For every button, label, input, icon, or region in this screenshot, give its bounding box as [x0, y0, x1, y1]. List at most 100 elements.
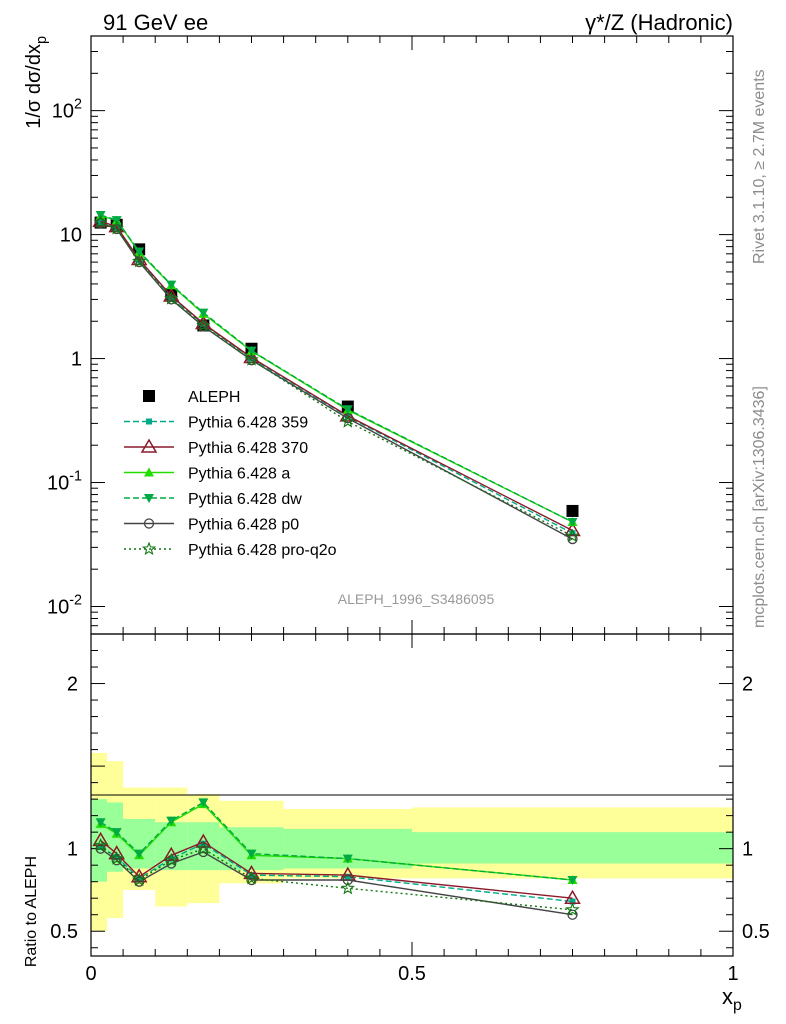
legend-label: Pythia 6.428 pro-q2o [188, 542, 337, 559]
ratio-point [136, 875, 143, 882]
main-point [567, 518, 578, 528]
ratio-y-ticks: 0.5 0.5 1 1 2 2 [50, 650, 770, 949]
main-series-line [100, 215, 573, 523]
main-point [93, 214, 108, 229]
main-y-tick-label: 10-1 [47, 469, 82, 495]
legend-entry: Pythia 6.428 370 [124, 438, 308, 457]
ratio-point [344, 873, 351, 880]
ratio-point [246, 849, 257, 859]
legend-entry: Pythia 6.428 dw [124, 491, 302, 508]
main-point [246, 355, 257, 366]
main-y-tick-label: 10 [60, 225, 82, 247]
main-point [111, 223, 122, 235]
main-series-pythia-6-428-370 [92, 212, 581, 537]
ratio-point [133, 876, 145, 887]
ratio-y-tick-label: 2 [67, 674, 78, 696]
ratio-band-inner [219, 827, 284, 871]
ratio-point [111, 855, 122, 866]
main-series-pythia-6-428-pro-q2o [93, 214, 580, 543]
ratio-point [567, 909, 578, 920]
legend-entry: Pythia 6.428 p0 [124, 517, 299, 534]
main-point [565, 528, 580, 543]
main-point [131, 253, 147, 268]
main-point [342, 405, 353, 415]
main-point [164, 291, 179, 305]
ratio-point [246, 874, 257, 886]
ratio-point [162, 846, 180, 862]
ratio-y-axis-label: Ratio to ALEPH [23, 856, 40, 967]
legend-marker [144, 467, 154, 477]
ratio-point [164, 852, 179, 867]
legend-entry: Pythia 6.428 pro-q2o [124, 541, 337, 559]
legend-label: Pythia 6.428 370 [188, 440, 308, 457]
main-y-tick-label: 102 [52, 97, 82, 123]
main-series [92, 210, 581, 545]
ratio-y-tick-label: 0.5 [50, 921, 78, 943]
ratio-point [567, 876, 578, 886]
ratio-point [342, 874, 353, 886]
main-y-axis-label: 1/σ dσ/dxp [23, 36, 50, 129]
main-series-line [100, 220, 573, 532]
main-series-line [100, 222, 573, 540]
legend-label: Pythia 6.428 p0 [188, 517, 299, 534]
main-point [246, 346, 257, 356]
ratio-bands [91, 752, 733, 932]
main-panel: ALEPH_1996_S3486095 10-2 10-1 1 10 102 ALEPH… [23, 35, 734, 635]
legend-label: Pythia 6.428 359 [188, 415, 308, 432]
x-axis-label: xp [722, 984, 742, 1014]
main-series-pythia-6-428-359 [97, 219, 576, 537]
main-y-tick-label: 10-2 [47, 592, 82, 618]
header-left: 91 GeV ee [103, 10, 208, 35]
legend-marker [144, 494, 154, 503]
main-point [196, 317, 211, 332]
watermark: ALEPH_1996_S3486095 [338, 591, 495, 607]
main-point [111, 216, 122, 226]
main-point [564, 522, 581, 537]
main-point [569, 530, 576, 537]
ratio-point [196, 841, 211, 855]
legend-marker [146, 418, 152, 425]
ratio-point [113, 853, 120, 860]
side-text-rivet: Rivet 3.1.10, ≥ 2.7M events [751, 69, 768, 264]
main-point [166, 294, 177, 305]
ratio-y-tick-label-right: 0.5 [742, 921, 770, 943]
legend-entry: Pythia 6.428 359 [124, 415, 308, 432]
legend-entry: Pythia 6.428 a [124, 466, 290, 483]
main-point [198, 308, 209, 318]
legend-marker [140, 438, 158, 453]
ratio-point [198, 846, 209, 858]
ratio-y-tick-label: 1 [67, 839, 78, 861]
x-tick-label: 0 [85, 963, 96, 985]
main-point [566, 504, 579, 517]
main-point [340, 414, 355, 428]
main-y-tick-label: 1 [71, 349, 82, 371]
ratio-series [92, 798, 581, 920]
legend-label: Pythia 6.428 a [188, 466, 290, 483]
side-text-mcplots: mcplots.cern.ch [arXiv:1306.3436] [751, 386, 768, 628]
ratio-point [342, 854, 353, 864]
main-point [95, 217, 106, 229]
ratio-point [198, 798, 209, 808]
legend-label: Pythia 6.428 dw [188, 491, 302, 508]
main-point [134, 247, 145, 257]
ratio-point [109, 851, 124, 865]
ratio-band-inner [412, 832, 733, 864]
header-right: γ*/Z (Hadronic) [585, 10, 733, 35]
main-point [567, 533, 578, 545]
legend-marker [143, 518, 155, 529]
ratio-point [166, 816, 177, 826]
main-point [244, 352, 259, 366]
legend-entry: ALEPH [143, 389, 240, 406]
ratio-y-tick-label-right: 2 [742, 674, 753, 696]
x-tick-label: 0.5 [398, 963, 426, 985]
ratio-panel: 0.5 0.51 12 2 0 0.5 1 Ratio to ALEPH xp [23, 36, 770, 1014]
main-point [133, 256, 145, 268]
main-series-pythia-6-428-dw [95, 210, 578, 528]
ratio-series-line [100, 801, 573, 881]
ratio-point [569, 898, 576, 905]
ratio-point [340, 880, 355, 895]
x-tick-label: 1 [727, 963, 738, 985]
x-ticks: 0 0.5 1 [85, 36, 739, 985]
main-series-line [100, 214, 573, 523]
main-point [198, 321, 209, 332]
